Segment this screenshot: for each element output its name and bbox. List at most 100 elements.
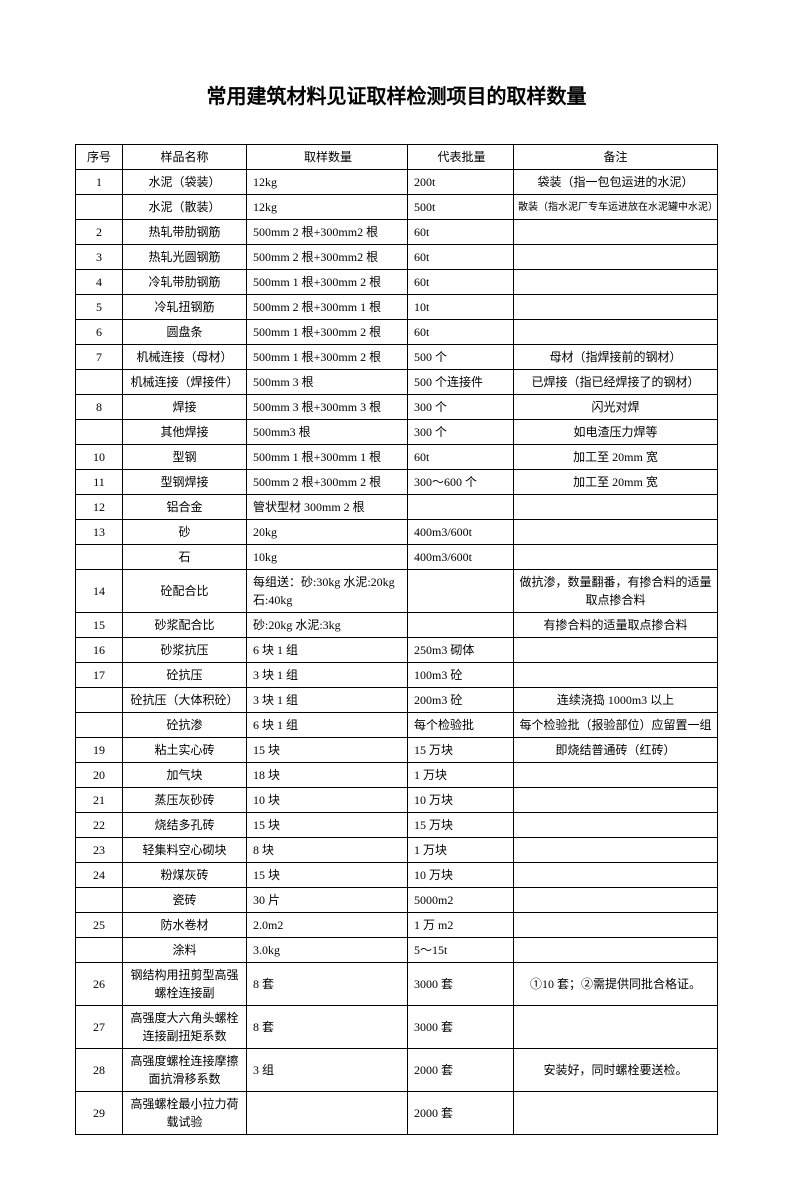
cell-batch: 400m3/600t: [408, 520, 514, 545]
cell-name: 涂料: [123, 938, 247, 963]
table-row: 涂料3.0kg5～15t: [76, 938, 718, 963]
cell-seq: 22: [76, 813, 123, 838]
cell-name: 热轧带肋钢筋: [123, 220, 247, 245]
table-row: 其他焊接500mm3 根300 个如电渣压力焊等: [76, 420, 718, 445]
cell-batch: 10t: [408, 295, 514, 320]
cell-qty: 500mm 2 根+300mm2 根: [247, 220, 408, 245]
cell-batch: 15 万块: [408, 813, 514, 838]
materials-table: 序号 样品名称 取样数量 代表批量 备注 1水泥（袋装）12kg200t袋装（指…: [75, 144, 718, 1135]
header-note: 备注: [514, 145, 718, 170]
cell-name: 砼配合比: [123, 570, 247, 613]
cell-qty: 3.0kg: [247, 938, 408, 963]
cell-seq: 10: [76, 445, 123, 470]
cell-qty: 18 块: [247, 763, 408, 788]
cell-qty: 500mm 1 根+300mm 1 根: [247, 445, 408, 470]
table-row: 砼抗压（大体积砼）3 块 1 组200m3 砼连续浇捣 1000m3 以上: [76, 688, 718, 713]
cell-qty: 500mm 1 根+300mm 2 根: [247, 270, 408, 295]
cell-note: 即烧结普通砖（红砖）: [514, 738, 718, 763]
table-row: 6圆盘条500mm 1 根+300mm 2 根60t: [76, 320, 718, 345]
cell-note: [514, 813, 718, 838]
cell-name: 高强螺栓最小拉力荷载试验: [123, 1092, 247, 1135]
cell-note: 每个检验批（报验部位）应留置一组: [514, 713, 718, 738]
cell-seq: [76, 713, 123, 738]
table-row: 瓷砖30 片5000m2: [76, 888, 718, 913]
cell-note: [514, 913, 718, 938]
cell-batch: 5000m2: [408, 888, 514, 913]
cell-note: 母材（指焊接前的钢材）: [514, 345, 718, 370]
cell-seq: 5: [76, 295, 123, 320]
cell-qty: 500mm 3 根: [247, 370, 408, 395]
cell-batch: [408, 570, 514, 613]
cell-qty: 3 块 1 组: [247, 663, 408, 688]
cell-seq: [76, 938, 123, 963]
cell-note: [514, 245, 718, 270]
cell-note: 如电渣压力焊等: [514, 420, 718, 445]
table-row: 17砼抗压3 块 1 组100m3 砼: [76, 663, 718, 688]
cell-qty: 2.0m2: [247, 913, 408, 938]
cell-seq: [76, 195, 123, 220]
cell-name: 砂: [123, 520, 247, 545]
cell-qty: 8 块: [247, 838, 408, 863]
table-row: 7机械连接（母材）500mm 1 根+300mm 2 根500 个母材（指焊接前…: [76, 345, 718, 370]
cell-note: [514, 545, 718, 570]
cell-note: [514, 888, 718, 913]
cell-name: 烧结多孔砖: [123, 813, 247, 838]
cell-name: 砂浆配合比: [123, 613, 247, 638]
cell-qty: 12kg: [247, 195, 408, 220]
table-row: 水泥（散装）12kg500t散装（指水泥厂专车运进放在水泥罐中水泥）: [76, 195, 718, 220]
cell-qty: 8 套: [247, 963, 408, 1006]
cell-note: [514, 495, 718, 520]
cell-qty: 15 块: [247, 738, 408, 763]
table-row: 20加气块18 块1 万块: [76, 763, 718, 788]
cell-qty: 15 块: [247, 863, 408, 888]
cell-qty: 3 块 1 组: [247, 688, 408, 713]
cell-seq: 29: [76, 1092, 123, 1135]
cell-seq: 3: [76, 245, 123, 270]
cell-name: 砼抗渗: [123, 713, 247, 738]
cell-seq: 14: [76, 570, 123, 613]
table-row: 23轻集料空心砌块8 块1 万块: [76, 838, 718, 863]
cell-note: 加工至 20mm 宽: [514, 445, 718, 470]
cell-qty: 6 块 1 组: [247, 638, 408, 663]
cell-batch: 500t: [408, 195, 514, 220]
table-row: 21蒸压灰砂砖10 块10 万块: [76, 788, 718, 813]
cell-batch: 300～600 个: [408, 470, 514, 495]
cell-qty: 8 套: [247, 1006, 408, 1049]
cell-seq: 23: [76, 838, 123, 863]
cell-qty: 500mm 2 根+300mm 2 根: [247, 470, 408, 495]
cell-note: [514, 663, 718, 688]
cell-name: 型钢焊接: [123, 470, 247, 495]
cell-name: 焊接: [123, 395, 247, 420]
cell-batch: 10 万块: [408, 863, 514, 888]
cell-qty: 10kg: [247, 545, 408, 570]
table-row: 1水泥（袋装）12kg200t袋装（指一包包运进的水泥）: [76, 170, 718, 195]
cell-seq: 2: [76, 220, 123, 245]
cell-qty: 500mm 3 根+300mm 3 根: [247, 395, 408, 420]
cell-qty: 3 组: [247, 1049, 408, 1092]
cell-seq: 24: [76, 863, 123, 888]
cell-name: 冷轧带肋钢筋: [123, 270, 247, 295]
cell-name: 粘土实心砖: [123, 738, 247, 763]
cell-seq: [76, 370, 123, 395]
cell-qty: 砂:20kg 水泥:3kg: [247, 613, 408, 638]
cell-seq: 8: [76, 395, 123, 420]
cell-seq: [76, 420, 123, 445]
cell-note: [514, 220, 718, 245]
cell-note: 做抗渗，数量翻番，有掺合料的适量取点掺合料: [514, 570, 718, 613]
cell-seq: 27: [76, 1006, 123, 1049]
table-row: 26钢结构用扭剪型高强螺栓连接副8 套3000 套①10 套；②需提供同批合格证…: [76, 963, 718, 1006]
cell-batch: 500 个: [408, 345, 514, 370]
cell-name: 高强度大六角头螺栓连接副扭矩系数: [123, 1006, 247, 1049]
table-row: 5冷轧扭钢筋500mm 2 根+300mm 1 根10t: [76, 295, 718, 320]
cell-note: [514, 638, 718, 663]
cell-batch: 2000 套: [408, 1049, 514, 1092]
cell-batch: [408, 613, 514, 638]
cell-batch: 3000 套: [408, 963, 514, 1006]
cell-name: 砼抗压（大体积砼）: [123, 688, 247, 713]
cell-note: [514, 320, 718, 345]
cell-qty: 20kg: [247, 520, 408, 545]
cell-note: [514, 863, 718, 888]
table-row: 8焊接500mm 3 根+300mm 3 根300 个闪光对焊: [76, 395, 718, 420]
cell-batch: 60t: [408, 445, 514, 470]
table-row: 29高强螺栓最小拉力荷载试验2000 套: [76, 1092, 718, 1135]
